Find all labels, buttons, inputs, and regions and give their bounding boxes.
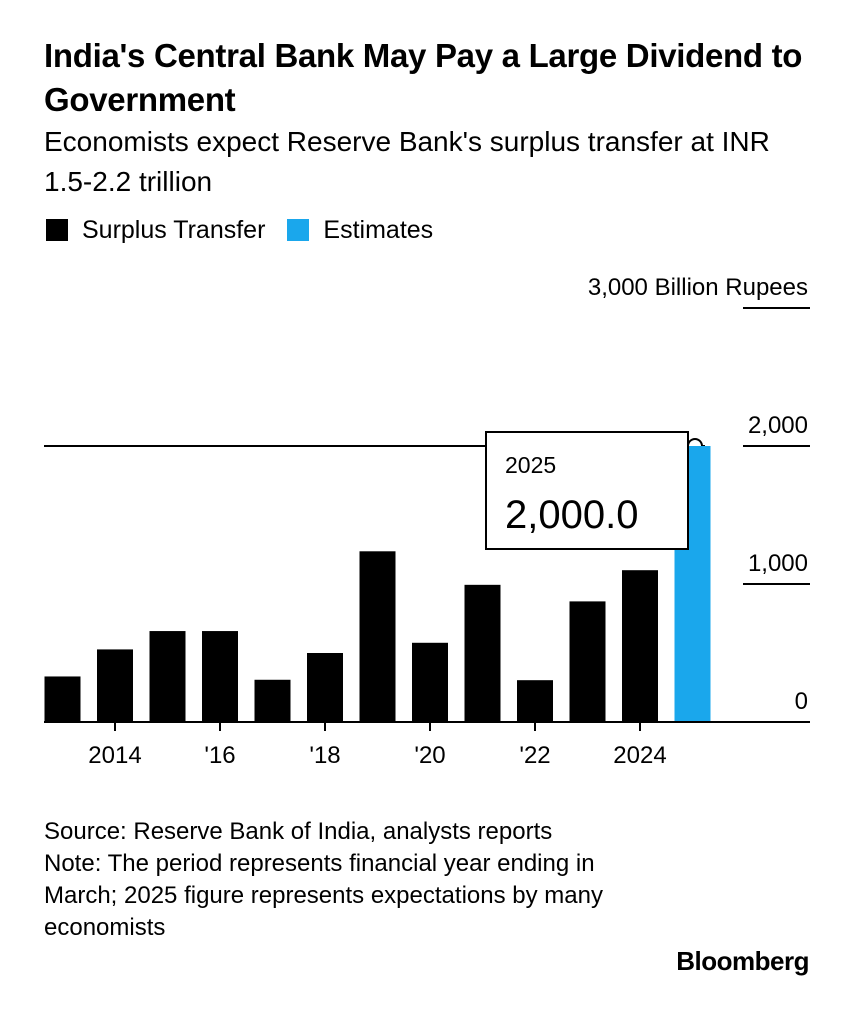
bar-2020 — [412, 642, 448, 722]
source-note: Source: Reserve Bank of India, analysts … — [44, 818, 553, 845]
chart-title: India's Central Bank May Pay a Large Div… — [44, 37, 803, 118]
y-tick-label-2000: 2,000 — [748, 412, 808, 439]
bar-2021 — [464, 584, 501, 722]
tooltip-label: 2025 — [505, 452, 556, 478]
y-tick-label-3000: 3,000 Billion Rupees — [588, 274, 808, 301]
legend-item-surplus-transfer: Surplus Transfer — [46, 216, 265, 245]
bar-2019 — [359, 551, 396, 722]
legend-label-estimates: Estimates — [323, 215, 434, 244]
footnote: Note: The period represents financial ye… — [44, 850, 603, 941]
bloomberg-logo: Bloomberg — [676, 946, 809, 976]
bar-2014 — [97, 649, 133, 722]
y-axis-group: 0 1,000 2,000 3,000 Billion Rupees — [588, 274, 810, 715]
x-tick-label-2014: 2014 — [88, 742, 141, 769]
chart-subtitle: Economists expect Reserve Bank's surplus… — [44, 126, 770, 197]
tooltip: 2025 2,000.0 — [485, 431, 689, 550]
bar-2018 — [307, 653, 343, 722]
x-tick-label-2024: 2024 — [613, 742, 666, 769]
bar-2013 — [44, 676, 81, 722]
tooltip-value: 2,000.0 — [505, 493, 638, 537]
bar-2015 — [149, 631, 186, 722]
footer: Source: Reserve Bank of India, analysts … — [44, 816, 604, 944]
bar-2016 — [202, 631, 238, 722]
x-tick-label-2018: '18 — [309, 742, 340, 769]
legend: Surplus Transfer Estimates — [46, 214, 455, 246]
bar-2023 — [569, 601, 606, 722]
x-tick-label-2020: '20 — [414, 742, 445, 769]
x-axis-group: 2014 '16 '18 '20 '22 2024 — [44, 721, 810, 769]
x-tick-label-2022: '22 — [519, 742, 550, 769]
y-tick-label-0: 0 — [795, 688, 808, 715]
y-tick-label-1000: 1,000 — [748, 550, 808, 577]
bar-2022 — [517, 680, 553, 722]
x-tick-label-2016: '16 — [204, 742, 235, 769]
bar-2017 — [254, 679, 291, 722]
tooltip-box — [485, 431, 689, 550]
legend-item-estimates: Estimates — [287, 216, 433, 245]
bars-group — [44, 446, 711, 722]
legend-swatch-estimates — [287, 219, 310, 241]
legend-label-surplus-transfer: Surplus Transfer — [82, 215, 266, 244]
bar-2024 — [622, 570, 658, 722]
legend-swatch-surplus-transfer — [46, 219, 68, 241]
bar-chart: 0 1,000 2,000 3,000 Billion Rupees 2014 '16 '… — [44, 274, 810, 769]
